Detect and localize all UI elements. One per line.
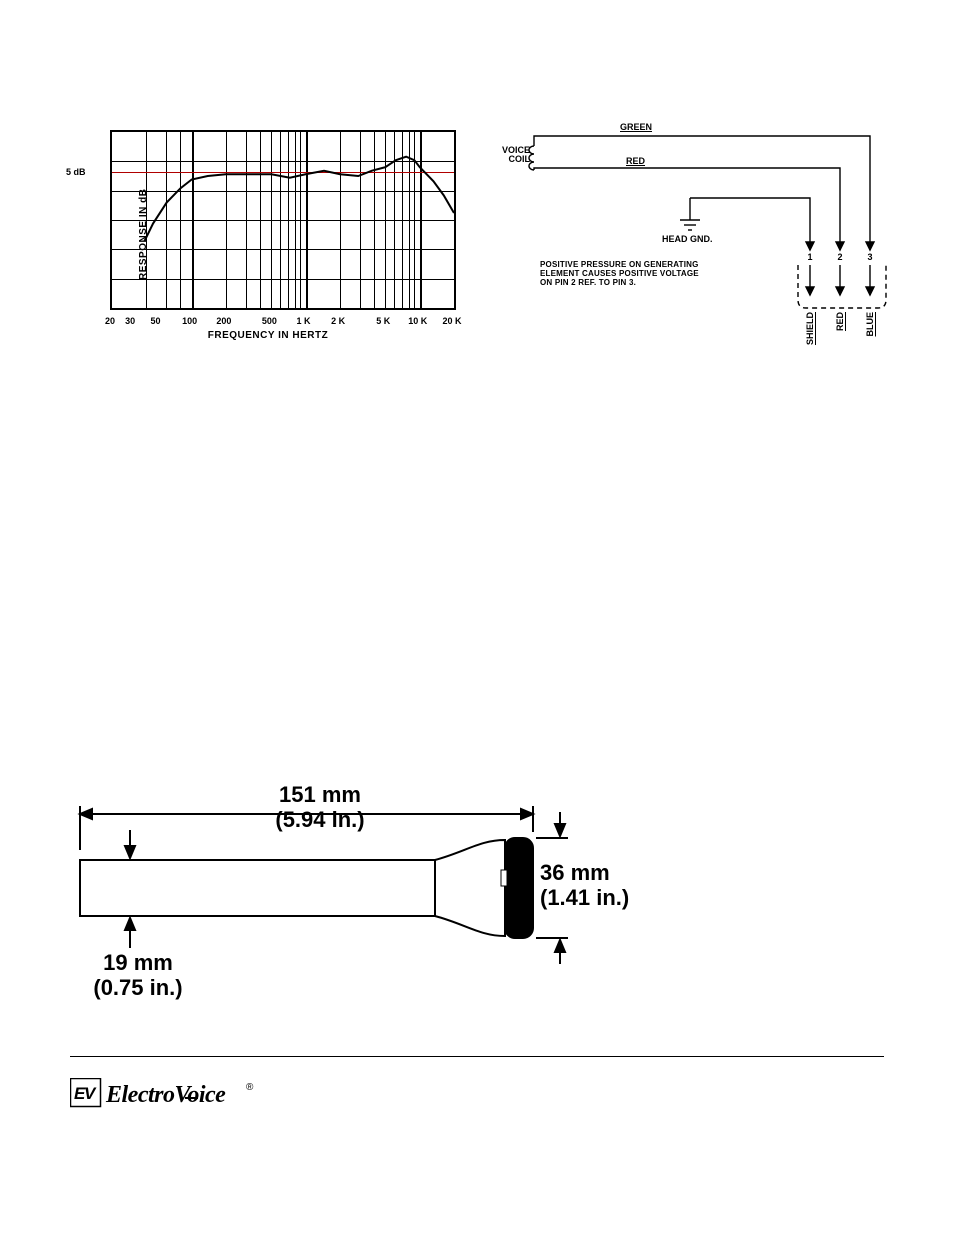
dimension-drawing: 151 mm(5.94 in.) 19 mm(0.75 in.) 36 mm(1… [70, 790, 680, 1020]
chart-x-tick: 50 [150, 316, 160, 326]
wire-green-label: GREEN [620, 122, 652, 132]
wiring-note: POSITIVE PRESSURE ON GENERATING ELEMENT … [540, 260, 699, 288]
chart-x-tick: 10 K [408, 316, 427, 326]
frequency-response-chart: RESPONSE IN dB 5 dB FREQUENCY IN HERTZ 2… [78, 130, 458, 330]
chart-x-tick: 1 K [297, 316, 311, 326]
length-dim: 151 mm(5.94 in.) [240, 782, 400, 833]
chart-x-tick: 20 [105, 316, 115, 326]
chart-x-tick: 20 K [442, 316, 461, 326]
chart-x-tick: 200 [216, 316, 231, 326]
wiring-svg [480, 120, 900, 370]
handle-dia-dim: 19 mm(0.75 in.) [88, 950, 188, 1001]
pin-3-label: 3 [867, 252, 872, 262]
svg-text:ElectroVoice: ElectroVoice [105, 1082, 226, 1108]
pin-2-color: RED [835, 312, 845, 331]
head-gnd-label: HEAD GND. [662, 234, 713, 244]
chart-y-marker: 5 dB [66, 167, 86, 177]
footer-rule [70, 1056, 884, 1057]
chart-x-tick: 5 K [376, 316, 390, 326]
chart-x-tick: 100 [182, 316, 197, 326]
chart-x-axis-label: FREQUENCY IN HERTZ [208, 330, 329, 341]
chart-plot-area: 5 dB [110, 130, 456, 310]
brand-logo: E V ElectroVoice ® [70, 1078, 300, 1117]
svg-text:V: V [84, 1084, 97, 1103]
pin-1-color: SHIELD [805, 312, 815, 345]
wiring-diagram: VOICE COIL GREEN RED HEAD GND. 1 2 3 SHI… [480, 120, 900, 370]
page-root: RESPONSE IN dB 5 dB FREQUENCY IN HERTZ 2… [0, 0, 954, 1235]
ev-logo-icon: E V ElectroVoice ® [70, 1078, 300, 1112]
voice-coil-label: VOICE COIL [486, 146, 530, 165]
pin-1-label: 1 [807, 252, 812, 262]
head-dia-dim: 36 mm(1.41 in.) [540, 860, 660, 911]
chart-x-tick: 500 [262, 316, 277, 326]
pin-2-label: 2 [837, 252, 842, 262]
chart-x-tick: 2 K [331, 316, 345, 326]
chart-x-tick: 30 [125, 316, 135, 326]
wire-red-label: RED [626, 156, 645, 166]
pin-3-color: BLUE [865, 312, 875, 337]
svg-text:®: ® [246, 1082, 254, 1093]
